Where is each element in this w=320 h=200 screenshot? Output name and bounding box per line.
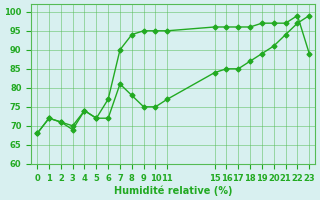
X-axis label: Humidité relative (%): Humidité relative (%) bbox=[114, 185, 232, 196]
